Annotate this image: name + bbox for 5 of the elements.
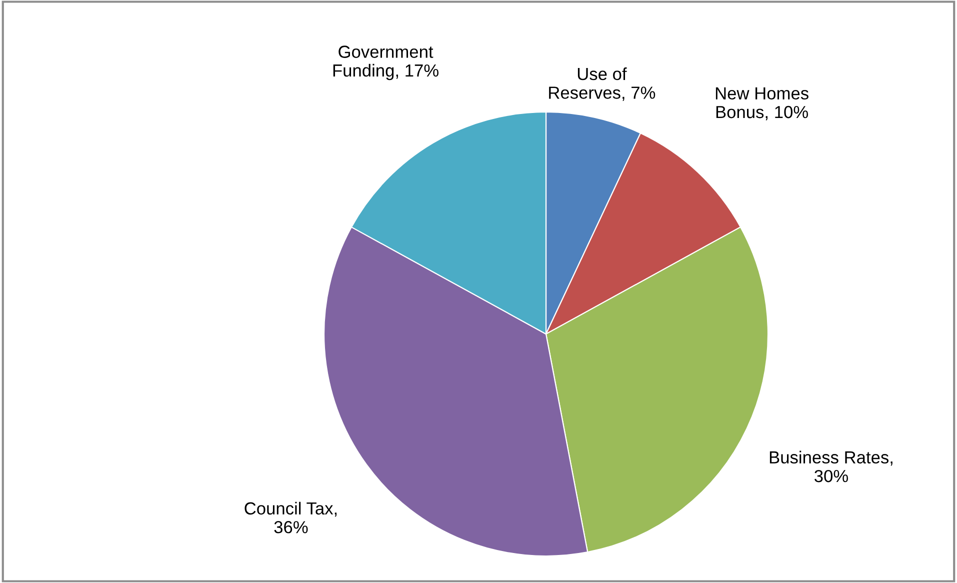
slice-label: Business Rates, 30% <box>770 450 892 482</box>
slice-label: Government Funding, 17% <box>333 46 438 80</box>
slice-label: New Homes Bonus, 10% <box>716 87 808 120</box>
slice-label: Council Tax, 36% <box>244 502 337 534</box>
slice-label: Use of Reserves, 7% <box>549 67 656 101</box>
